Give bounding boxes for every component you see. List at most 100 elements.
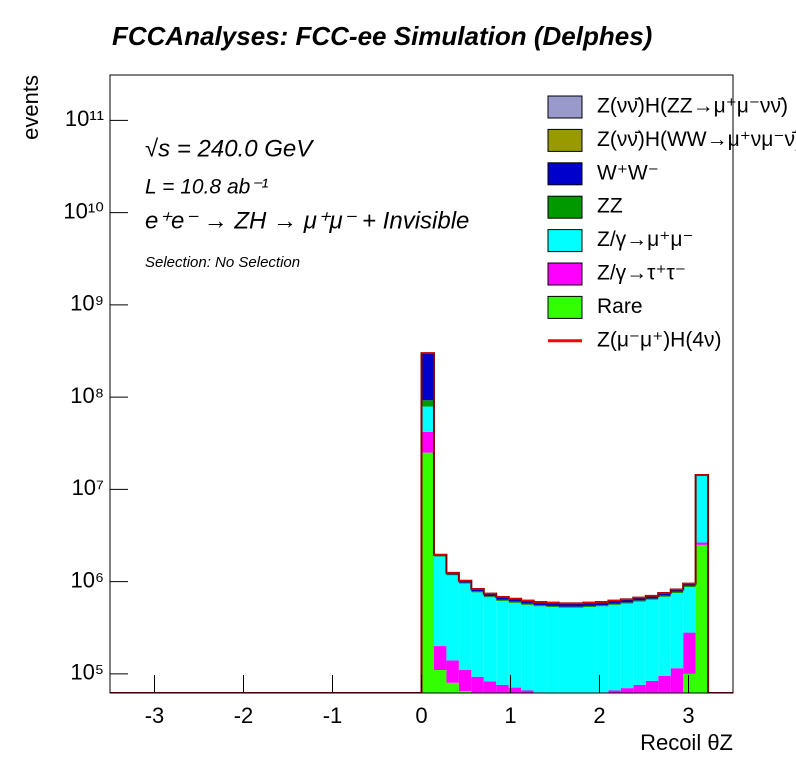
legend-swatch [547, 162, 583, 186]
x-tick-label: -1 [323, 703, 343, 728]
histogram-segment [458, 583, 472, 671]
y-tick-label: 10⁷ [72, 475, 104, 500]
histogram-segment [521, 600, 534, 604]
histogram-segment [533, 605, 547, 607]
histogram-segment [421, 452, 434, 693]
histogram-segment [645, 598, 659, 600]
histogram-segment [483, 596, 497, 598]
y-tick-label: 10⁸ [70, 383, 104, 408]
x-axis-label: Recoil θZ [640, 730, 733, 755]
y-tick-label: 10¹¹ [65, 106, 104, 131]
histogram-segment [583, 602, 596, 606]
histogram-segment [433, 646, 447, 671]
chart-title: FCCAnalyses: FCC-ee Simulation (Delphes) [112, 21, 652, 51]
histogram-segment [608, 603, 621, 605]
histogram-segment [620, 602, 634, 604]
y-tick-label: 10⁶ [70, 567, 104, 592]
histogram-segment [458, 670, 472, 692]
histogram-segment [683, 585, 696, 587]
histogram-segment [446, 660, 459, 683]
histogram-segment [658, 675, 671, 693]
histogram-segment [446, 575, 459, 661]
histogram-segment [521, 604, 534, 691]
y-tick-label: 10⁵ [70, 660, 104, 685]
histogram-segment [645, 595, 659, 599]
legend-label: Z/γ→μ⁺μ⁻ [597, 228, 694, 251]
x-tick-label: 1 [504, 703, 516, 728]
x-tick-label: 3 [682, 703, 694, 728]
histogram-segment [571, 606, 584, 608]
annotation: L = 10.8 ab⁻¹ [145, 176, 268, 199]
histogram-segment [508, 598, 522, 602]
histogram-segment [595, 605, 609, 607]
histogram-segment [421, 406, 434, 432]
histogram-segment [571, 603, 584, 607]
histogram-segment [496, 600, 509, 685]
histogram-segment [595, 606, 609, 693]
histogram-segment [496, 597, 509, 600]
histogram-segment [496, 684, 509, 693]
legend-label: W⁺W⁻ [597, 161, 659, 184]
legend-swatch [547, 128, 583, 152]
axes: -3 -2 -1 0 1 2 3 10⁵ 10⁶ 10⁷ 10⁸ 10⁹ 10¹⁰ 10¹¹ [63, 106, 694, 728]
histogram-segment [695, 544, 709, 693]
histogram-segment [683, 632, 696, 674]
histogram-segment [633, 597, 646, 601]
histogram-segment [446, 682, 459, 693]
histogram-segment [458, 691, 472, 693]
histogram-segment [608, 604, 621, 691]
histogram-segment [683, 586, 696, 633]
legend-swatch [547, 95, 583, 119]
annotation: √s = 240.0 GeV [145, 135, 314, 162]
histogram-segment [608, 690, 621, 693]
histogram-segment [521, 603, 534, 605]
histogram-segment [620, 688, 634, 693]
histogram-segment [595, 602, 609, 606]
histogram-segment [471, 589, 484, 592]
histogram-segment [658, 596, 671, 676]
histogram-segment [433, 670, 447, 693]
histogram-segment [658, 595, 671, 597]
histogram-segment [508, 602, 522, 688]
histogram-segment [608, 600, 621, 604]
histogram-segment [620, 599, 634, 603]
x-tick-label: -3 [145, 703, 165, 728]
legend-swatch [547, 262, 583, 286]
y-axis-label: events [18, 75, 43, 140]
legend-swatch [547, 295, 583, 319]
histogram-segment [670, 592, 684, 669]
annotation: Selection: No Selection [145, 254, 300, 271]
histogram-segment [546, 602, 559, 606]
x-tick-label: 0 [415, 703, 427, 728]
histogram-segment [521, 690, 534, 693]
histogram-segment [658, 593, 671, 596]
y-tick-label: 10¹⁰ [63, 198, 104, 223]
histogram-segment [558, 607, 572, 693]
legend-swatch [547, 229, 583, 253]
legend-label: Z(νν̄)H(WW→μ⁺νμ⁻ν̄) [597, 128, 796, 151]
histogram-segment [471, 591, 484, 593]
histogram-segment [446, 574, 459, 576]
histogram-segment [695, 475, 709, 543]
histogram-segment [496, 599, 509, 601]
annotation: e⁺e⁻ → ZH → μ⁺μ⁻ + Invisible [145, 207, 469, 234]
histogram-segment [620, 603, 634, 689]
histogram-segment [471, 676, 484, 693]
histogram-segment [645, 599, 659, 681]
histogram-segment [670, 589, 684, 592]
histogram-segment [508, 601, 522, 603]
histogram-segment [695, 542, 709, 545]
histogram-segment [421, 400, 434, 407]
plot-area [110, 352, 733, 693]
histogram-segment [583, 606, 596, 693]
histogram-segment [458, 582, 472, 584]
x-tick-label: 2 [593, 703, 605, 728]
histogram-segment [471, 592, 484, 677]
histogram-segment [421, 353, 434, 401]
y-tick-label: 10⁹ [70, 291, 104, 316]
histogram-segment [670, 668, 684, 693]
legend: Z(νν̄)H(ZZ→μ⁺μ⁻νν̄) Z(νν̄)H(WW→μ⁺νμ⁻ν̄) W⁺… [547, 95, 796, 351]
histogram-segment [558, 603, 572, 607]
histogram-segment [546, 606, 559, 693]
